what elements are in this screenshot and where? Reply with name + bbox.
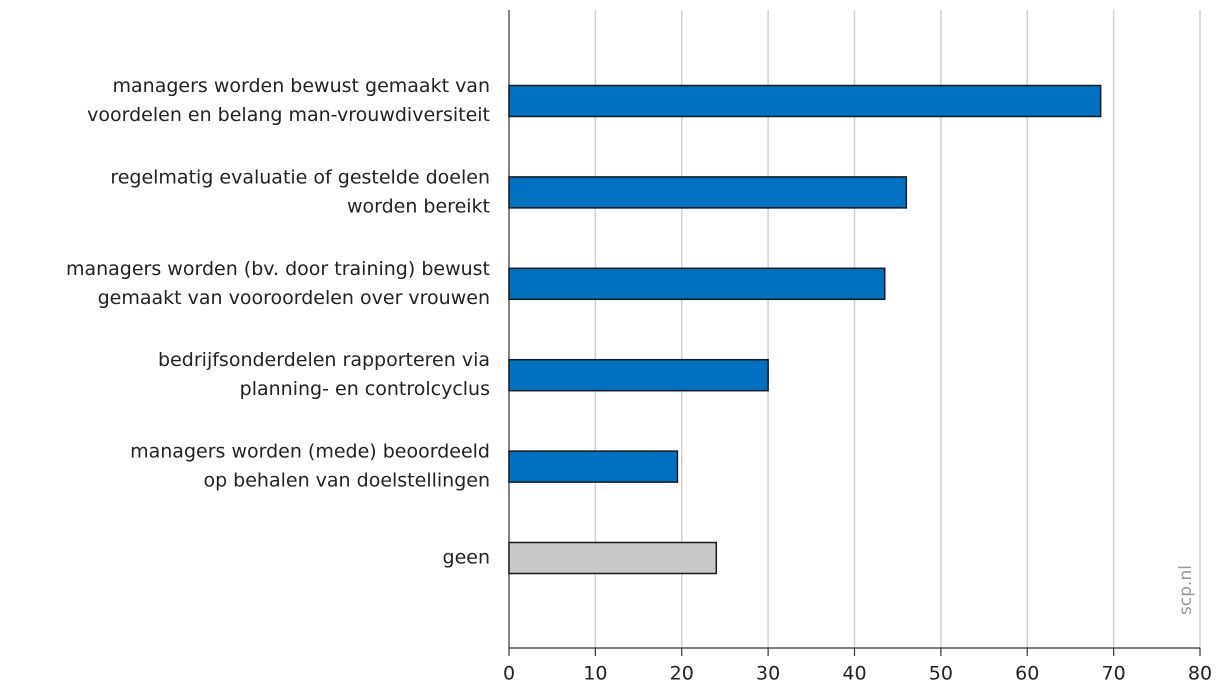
x-tick-label: 20 (670, 663, 694, 685)
y-tick-label: bedrijfsonderdelen rapporteren via (158, 349, 490, 371)
bar (508, 450, 679, 483)
y-tick-label: op behalen van doelstellingen (203, 470, 490, 492)
x-tick-label: 70 (1102, 663, 1126, 685)
bar (508, 176, 908, 209)
y-tick-label: managers worden bewust gemaakt van (113, 75, 491, 97)
y-tick-label: worden bereikt (347, 195, 490, 217)
y-tick-label: regelmatig evaluatie of gestelde doelen (110, 166, 490, 188)
y-tick-label: gemaakt van vooroordelen over vrouwen (98, 287, 490, 309)
y-tick-label: planning- en controlcyclus (240, 378, 490, 400)
x-tick-label: 50 (929, 663, 953, 685)
bar (508, 84, 1102, 118)
bar (508, 541, 718, 575)
x-tick-label: 0 (503, 663, 515, 685)
x-tick-label: 40 (842, 663, 866, 685)
x-tick-label: 60 (1015, 663, 1039, 685)
x-tick-label: 80 (1188, 663, 1212, 685)
x-tick-label: 10 (583, 663, 607, 685)
y-tick-label: managers worden (mede) beoordeeld (130, 441, 490, 463)
y-tick-label: geen (443, 547, 490, 569)
y-tick-label: managers worden (bv. door training) bewu… (66, 258, 490, 280)
x-tick-label: 30 (756, 663, 780, 685)
y-tick-label: voordelen en belang man-vrouwdiversiteit (87, 104, 490, 126)
watermark: scp.nl (1176, 565, 1196, 615)
bar (508, 267, 886, 301)
bar (508, 358, 769, 392)
